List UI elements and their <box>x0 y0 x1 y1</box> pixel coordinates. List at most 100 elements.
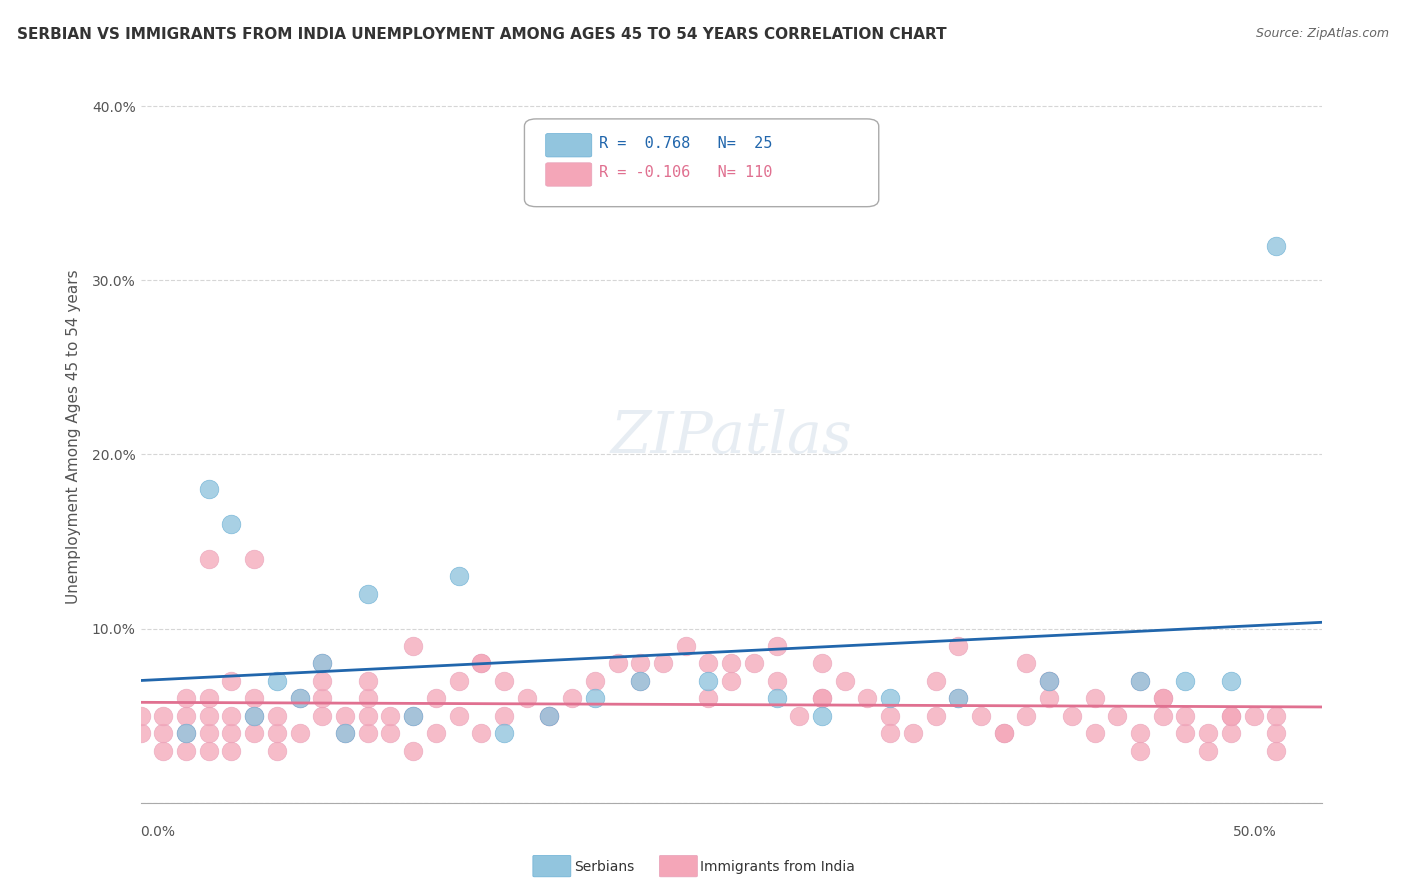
Point <box>948 639 970 653</box>
Point <box>243 726 266 740</box>
Point <box>652 657 675 671</box>
Point <box>221 743 243 757</box>
Point <box>1243 708 1265 723</box>
Point <box>402 743 425 757</box>
Point <box>152 743 174 757</box>
Point <box>152 708 174 723</box>
Point <box>1038 673 1060 688</box>
Text: Serbians: Serbians <box>574 860 634 874</box>
Point <box>197 691 219 706</box>
Point <box>948 691 970 706</box>
Point <box>993 726 1015 740</box>
Point <box>402 708 425 723</box>
Point <box>357 587 380 601</box>
Point <box>583 673 606 688</box>
Point <box>1015 708 1038 723</box>
Point <box>266 673 288 688</box>
Point <box>402 708 425 723</box>
Point <box>1038 691 1060 706</box>
Point <box>697 673 720 688</box>
Point <box>174 726 197 740</box>
Point <box>221 708 243 723</box>
FancyBboxPatch shape <box>546 162 592 186</box>
Point <box>333 708 356 723</box>
Point <box>879 726 901 740</box>
Text: R =  0.768   N=  25: R = 0.768 N= 25 <box>599 136 772 151</box>
Point <box>879 708 901 723</box>
Point <box>1265 726 1288 740</box>
Point <box>380 726 402 740</box>
Point <box>901 726 924 740</box>
Point <box>311 708 333 723</box>
Point <box>1129 726 1152 740</box>
Point <box>879 691 901 706</box>
Point <box>1174 708 1197 723</box>
Point <box>720 673 742 688</box>
Point <box>993 726 1015 740</box>
Point <box>1219 708 1241 723</box>
Text: SERBIAN VS IMMIGRANTS FROM INDIA UNEMPLOYMENT AMONG AGES 45 TO 54 YEARS CORRELAT: SERBIAN VS IMMIGRANTS FROM INDIA UNEMPLO… <box>17 27 946 42</box>
Point <box>311 657 333 671</box>
Point <box>152 726 174 740</box>
Point <box>516 691 538 706</box>
Point <box>765 691 787 706</box>
Point <box>357 708 380 723</box>
Point <box>311 673 333 688</box>
Text: R = -0.106   N= 110: R = -0.106 N= 110 <box>599 165 772 180</box>
Point <box>221 726 243 740</box>
Point <box>628 673 651 688</box>
Point <box>311 691 333 706</box>
Text: Source: ZipAtlas.com: Source: ZipAtlas.com <box>1256 27 1389 40</box>
Point <box>1129 673 1152 688</box>
Point <box>357 673 380 688</box>
Point <box>697 657 720 671</box>
Point <box>197 743 219 757</box>
Point <box>492 726 515 740</box>
Point <box>924 708 946 723</box>
Point <box>1174 726 1197 740</box>
Point <box>425 726 447 740</box>
Point <box>1152 708 1174 723</box>
Point <box>1174 673 1197 688</box>
Point <box>221 673 243 688</box>
Point <box>470 657 492 671</box>
Text: 0.0%: 0.0% <box>141 825 176 838</box>
Point <box>1083 691 1105 706</box>
Point <box>243 552 266 566</box>
Point <box>787 708 810 723</box>
Point <box>447 673 470 688</box>
Point <box>266 708 288 723</box>
Point <box>174 708 197 723</box>
Point <box>1083 726 1105 740</box>
Point <box>1038 673 1060 688</box>
Point <box>357 726 380 740</box>
Point <box>402 639 425 653</box>
Point <box>970 708 993 723</box>
Point <box>288 691 311 706</box>
Point <box>765 673 787 688</box>
Point <box>628 673 651 688</box>
Point <box>628 657 651 671</box>
Point <box>243 708 266 723</box>
Point <box>538 708 561 723</box>
Point <box>1265 238 1288 252</box>
Point <box>697 691 720 706</box>
Point <box>948 691 970 706</box>
Point <box>765 639 787 653</box>
Point <box>174 726 197 740</box>
Point <box>311 657 333 671</box>
Point <box>1129 743 1152 757</box>
Point <box>197 483 219 497</box>
Point <box>1265 708 1288 723</box>
Point <box>1038 673 1060 688</box>
Point <box>1197 726 1219 740</box>
Point <box>1129 673 1152 688</box>
Point <box>333 726 356 740</box>
Point <box>266 726 288 740</box>
Text: Immigrants from India: Immigrants from India <box>700 860 855 874</box>
Point <box>243 708 266 723</box>
Point <box>447 569 470 583</box>
Point <box>1219 726 1241 740</box>
Point <box>1107 708 1129 723</box>
Point <box>197 708 219 723</box>
